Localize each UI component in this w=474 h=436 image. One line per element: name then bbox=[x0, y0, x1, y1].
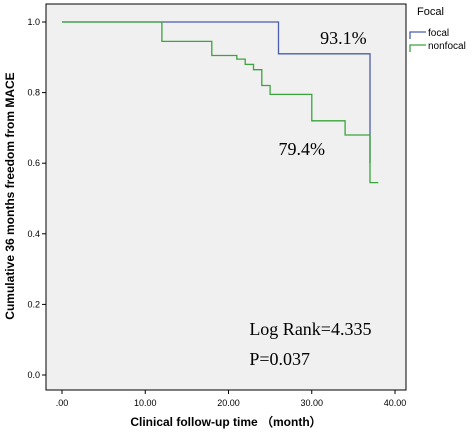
x-tick-label: 20.00 bbox=[217, 398, 240, 408]
series-group bbox=[62, 21, 379, 184]
x-tick-label: 30.00 bbox=[300, 398, 323, 408]
legend-label-focal: focal bbox=[428, 28, 449, 39]
y-axis-title: Cumulative 36 months freedom from MACE bbox=[3, 72, 17, 319]
y-tick-label: 0.4 bbox=[27, 229, 40, 239]
x-tick-label: 10.00 bbox=[134, 398, 157, 408]
series-line-nonfocal bbox=[62, 21, 379, 184]
annotation-label: P=0.037 bbox=[249, 349, 310, 369]
annotation-label: 93.1% bbox=[320, 28, 367, 48]
legend: Focal focal nonfocal bbox=[409, 6, 466, 52]
legend-label-nonfocal: nonfocal bbox=[428, 41, 466, 52]
legend-swatch-focal bbox=[409, 31, 426, 39]
x-axis-title: Clinical follow-up time （month） bbox=[130, 414, 321, 429]
legend-title: Focal bbox=[417, 6, 444, 18]
series-line-focal bbox=[62, 21, 371, 164]
y-tick-label: 0.8 bbox=[27, 88, 40, 98]
legend-swatch-nonfocal bbox=[409, 44, 426, 52]
annotation-label: Log Rank=4.335 bbox=[249, 319, 371, 339]
plot-area bbox=[45, 3, 407, 391]
annotation-group: 93.1% 79.4% Log Rank=4.335 P=0.037 bbox=[249, 28, 371, 369]
x-tick-label: 40.00 bbox=[384, 398, 407, 408]
y-tick-label: 0.2 bbox=[27, 299, 40, 309]
y-tick-label: 1.0 bbox=[27, 17, 40, 27]
tick-group: 0.0 0.2 0.4 0.6 0.8 1.0 .00 10.00 20.00 30.00 40.0… bbox=[27, 17, 406, 408]
y-tick-label: 0.6 bbox=[27, 158, 40, 168]
y-tick-label: 0.0 bbox=[27, 370, 40, 380]
annotation-label: 79.4% bbox=[278, 139, 325, 159]
x-tick-label: .00 bbox=[56, 398, 69, 408]
